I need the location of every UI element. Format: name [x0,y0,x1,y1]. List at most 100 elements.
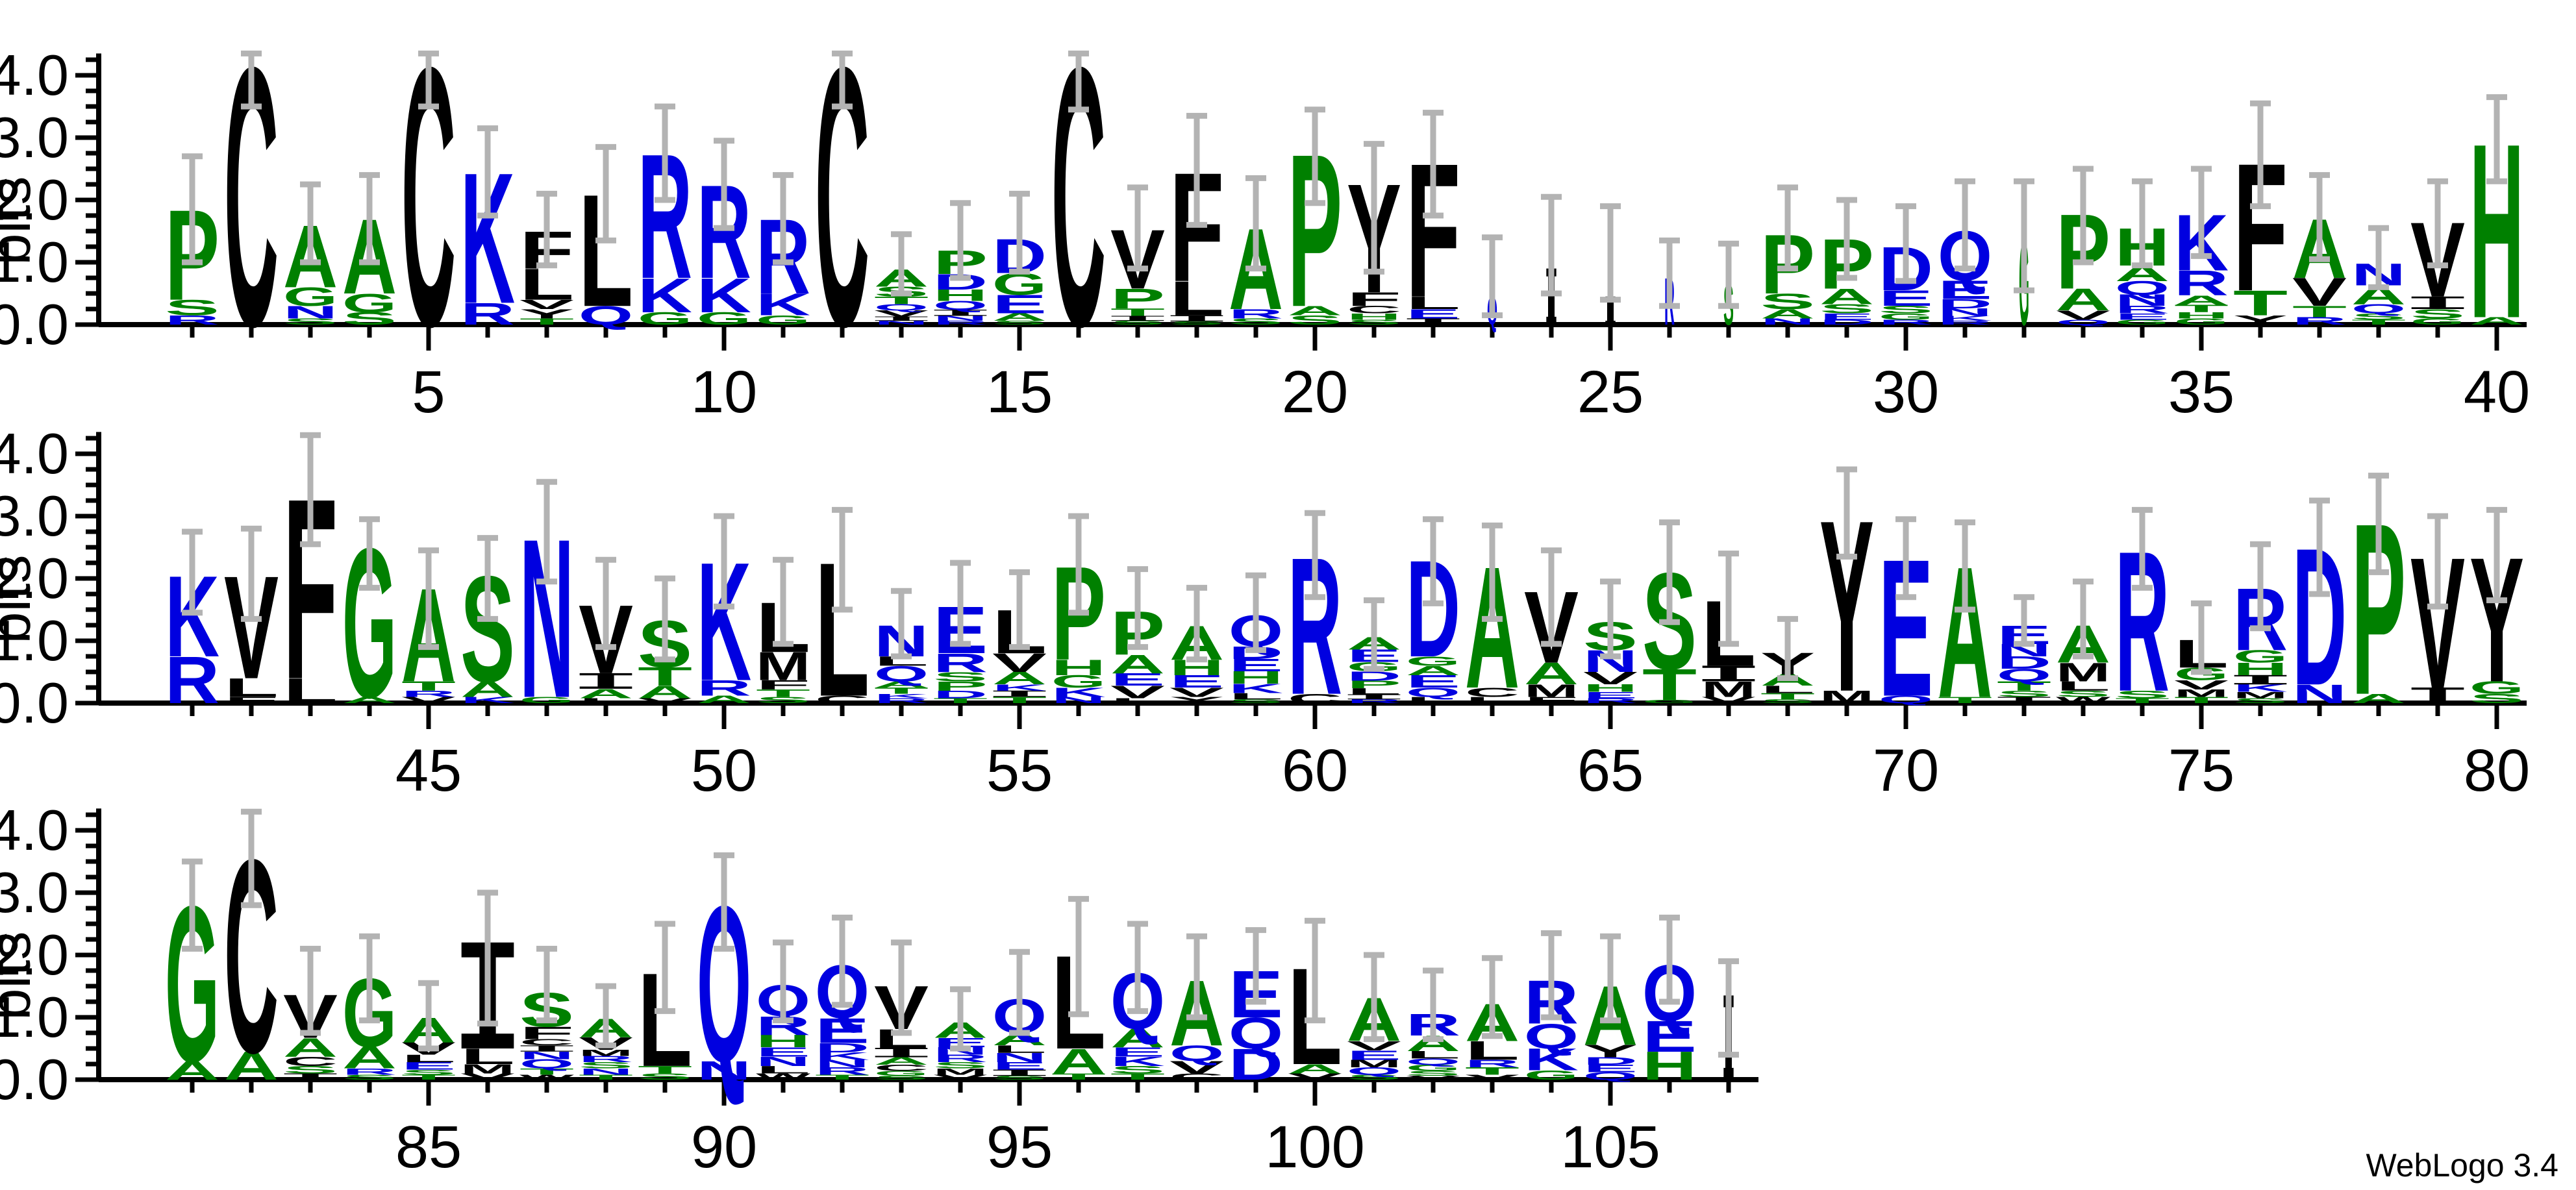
svg-text:40: 40 [2464,359,2530,425]
svg-text:K: K [638,268,692,323]
svg-text:D: D [815,1041,869,1056]
svg-text:G: G [283,282,338,312]
svg-text:R: R [1938,320,1992,326]
error-bar-16 [1068,50,1089,113]
svg-text:E: E [815,1011,869,1050]
svg-text:V: V [2056,308,2110,323]
svg-text:G: G [2470,678,2524,698]
svg-text:S: S [992,320,1047,326]
svg-text:N: N [1051,695,1106,705]
svg-text:T: T [1110,306,1165,318]
svg-text:V: V [1583,669,1638,689]
svg-text:L: L [1406,1049,1460,1061]
svg-text:A: A [2470,315,2524,327]
error-bar-45 [418,547,439,651]
svg-text:G: G [756,313,810,328]
svg-text:L: L [1760,684,1815,695]
svg-text:A: A [992,669,1047,689]
svg-text:L: L [1229,691,1283,701]
error-bar-78 [2368,473,2389,575]
svg-text:W: W [519,1073,575,1081]
svg-text:R: R [165,643,219,718]
svg-text:L: L [1169,271,1224,325]
svg-text:A: A [2056,282,2110,317]
error-bar-104 [1541,930,1562,1021]
svg-text:R: R [165,313,219,328]
svg-text:G: G [2233,647,2288,667]
svg-text:N: N [756,1054,810,1069]
svg-text:S: S [933,1060,988,1070]
svg-text:Q: Q [2351,301,2406,316]
svg-text:T: T [579,1073,633,1081]
svg-text:F: F [756,678,810,693]
svg-text:G: G [2410,317,2465,327]
svg-text:E: E [1229,655,1283,675]
error-bar-50 [714,513,734,610]
svg-text:K: K [756,287,810,322]
svg-text:H: H [2233,659,2288,679]
svg-text:D: D [1997,653,2051,673]
logo-column-8: QL [579,161,633,340]
svg-text:C: C [1465,685,1519,700]
logo-column-25 [1605,296,1616,325]
error-bar-22 [1423,110,1444,219]
svg-text:S: S [2470,691,2524,706]
error-bar-38 [2368,225,2389,290]
svg-text:H: H [1347,312,1401,321]
svg-text:N: N [697,1056,751,1085]
svg-text:R: R [460,297,515,332]
svg-text:S: S [1819,301,1874,316]
error-bar-15 [1009,190,1030,275]
svg-text:90: 90 [691,1114,757,1180]
svg-text:S: S [283,1064,338,1076]
svg-text:Q: Q [1997,665,2051,686]
svg-text:E: E [1583,1063,1638,1074]
svg-text:E: E [992,1060,1047,1072]
error-bar-42 [241,525,262,622]
svg-text:K: K [815,1050,869,1062]
svg-text:K: K [1110,1054,1165,1069]
svg-text:T: T [1110,1072,1165,1082]
svg-text:2.0: 2.0 [0,923,69,987]
svg-text:H: H [756,1031,810,1051]
svg-text:S: S [2410,306,2465,321]
error-bar-27 [1718,240,1739,309]
error-bar-70 [1895,516,1916,601]
error-bar-77 [2309,497,2330,597]
error-bar-56 [1068,513,1089,616]
svg-text:A: A [460,676,515,702]
svg-text:V: V [1169,685,1224,700]
svg-text:S: S [342,1073,397,1081]
error-bar-99 [1245,927,1266,1005]
svg-text:C: C [519,1037,574,1047]
svg-text:Q: Q [1583,1070,1638,1082]
svg-text:S: S [933,669,988,684]
svg-text:C: C [874,1063,929,1072]
error-bar-90 [714,852,734,952]
svg-text:Q: Q [579,301,633,330]
error-bar-72 [2014,594,2034,647]
svg-text:T: T [401,1073,456,1081]
svg-text:35: 35 [2168,359,2234,425]
svg-text:A: A [2174,293,2229,308]
svg-text:M: M [2174,688,2229,699]
error-bar-84 [359,933,380,1024]
svg-text:Q: Q [1406,1057,1460,1067]
svg-text:A: A [1288,1061,1342,1076]
error-bar-105 [1600,933,1621,1024]
svg-text:N: N [2292,679,2347,709]
svg-text:S: S [874,1075,929,1081]
svg-text:S: S [2233,697,2288,704]
error-bar-71 [1955,519,1975,613]
logo-column-90: NQ [697,859,751,1108]
svg-text:K: K [697,268,751,323]
svg-text:T: T [519,317,574,327]
svg-text:W: W [756,1072,811,1082]
error-bar-93 [891,939,912,1036]
